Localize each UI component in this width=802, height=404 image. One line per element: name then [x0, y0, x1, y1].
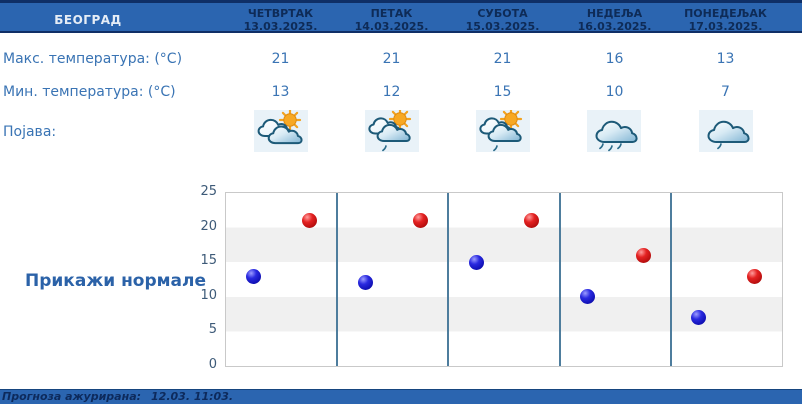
day-separator-line	[558, 193, 561, 366]
day-header-monday: ПОНЕДЕЉАК 17.03.2025.	[670, 6, 781, 34]
day-name: ПЕТАК	[370, 7, 413, 20]
city-name: БЕОГРАД	[54, 13, 122, 27]
day-date: 13.03.2025.	[243, 20, 318, 33]
min-temp-value: 10	[605, 84, 624, 100]
day-header-thursday: ЧЕТВРТАК 13.03.2025.	[225, 6, 336, 34]
max-temp-value: 21	[493, 51, 512, 67]
max-temp-value: 16	[605, 51, 624, 67]
day-separator-line	[336, 193, 339, 366]
phenomena-label: Појава:	[3, 124, 57, 140]
y-axis-tick-label: 10	[200, 287, 217, 303]
max-temp-value: 21	[382, 51, 401, 67]
max-temp-point	[413, 213, 429, 229]
cloudy-rain-icon	[587, 110, 641, 152]
max-temp-value: 13	[716, 51, 735, 67]
y-axis-tick-label: 0	[208, 357, 217, 372]
y-axis-tick-label: 15	[200, 253, 217, 269]
day-name: ЧЕТВРТАК	[247, 7, 314, 20]
y-axis-tick-label: 25	[200, 184, 217, 199]
min-temp-point	[579, 289, 595, 305]
max-temp-point	[746, 268, 762, 284]
day-header-friday: ПЕТАК 14.03.2025.	[336, 6, 447, 34]
partly-cloudy-light-rain-icon	[368, 110, 412, 152]
day-date: 16.03.2025.	[577, 20, 652, 33]
show-normals-button[interactable]: Прикажи нормале	[25, 271, 207, 291]
day-separator-line	[669, 193, 672, 366]
max-temp-point	[635, 247, 651, 263]
day-date: 17.03.2025.	[688, 20, 763, 33]
day-name: СУБОТА	[477, 7, 528, 20]
min-temp-value: 12	[382, 84, 401, 100]
partly-cloudy-icon	[254, 110, 308, 152]
min-temp-point	[357, 275, 373, 291]
partly-cloudy-light-rain-icon	[476, 110, 530, 152]
forecast-updated-time: 12.03. 11:03.	[151, 390, 234, 403]
cloudy-light-rain-icon	[699, 110, 753, 152]
min-temp-value: 15	[493, 84, 512, 100]
min-temp-point	[691, 310, 707, 326]
partly-cloudy-light-rain-icon	[365, 110, 419, 152]
day-separator-line	[447, 193, 450, 366]
day-date: 15.03.2025.	[465, 20, 540, 33]
max-temp-label: Макс. температура: (°С)	[3, 51, 183, 67]
forecast-updated-bar: Прогноза ажурирана: 12.03. 11:03.	[0, 389, 802, 404]
day-date: 14.03.2025.	[354, 20, 429, 33]
max-temp-value: 21	[271, 51, 290, 67]
forecast-updated-label: Прогноза ажурирана:	[2, 390, 142, 403]
y-axis-tick-label: 20	[200, 218, 217, 234]
day-name: НЕДЕЉА	[586, 7, 643, 20]
temperature-scatter-chart	[225, 192, 783, 367]
day-header-sunday: НЕДЕЉА 16.03.2025.	[559, 6, 670, 34]
cloudy-light-rain-icon	[707, 120, 750, 150]
max-temp-point	[524, 213, 540, 229]
forecast-header-bar: БЕОГРАД ЧЕТВРТАК 13.03.2025. ПЕТАК 14.03…	[0, 0, 802, 33]
day-header-saturday: СУБОТА 15.03.2025.	[447, 6, 558, 34]
min-temp-label: Мин. температура: (°С)	[3, 84, 176, 100]
y-axis-tick-label: 5	[208, 322, 217, 338]
max-temp-point	[301, 213, 317, 229]
partly-cloudy-light-rain-icon	[479, 110, 523, 152]
cloudy-rain-icon	[595, 120, 638, 152]
min-temp-point	[468, 254, 484, 270]
min-temp-point	[246, 268, 262, 284]
min-temp-value: 13	[271, 84, 290, 100]
partly-cloudy-icon	[257, 110, 303, 145]
min-temp-value: 7	[721, 84, 730, 100]
day-name: ПОНЕДЕЉАК	[684, 7, 767, 20]
